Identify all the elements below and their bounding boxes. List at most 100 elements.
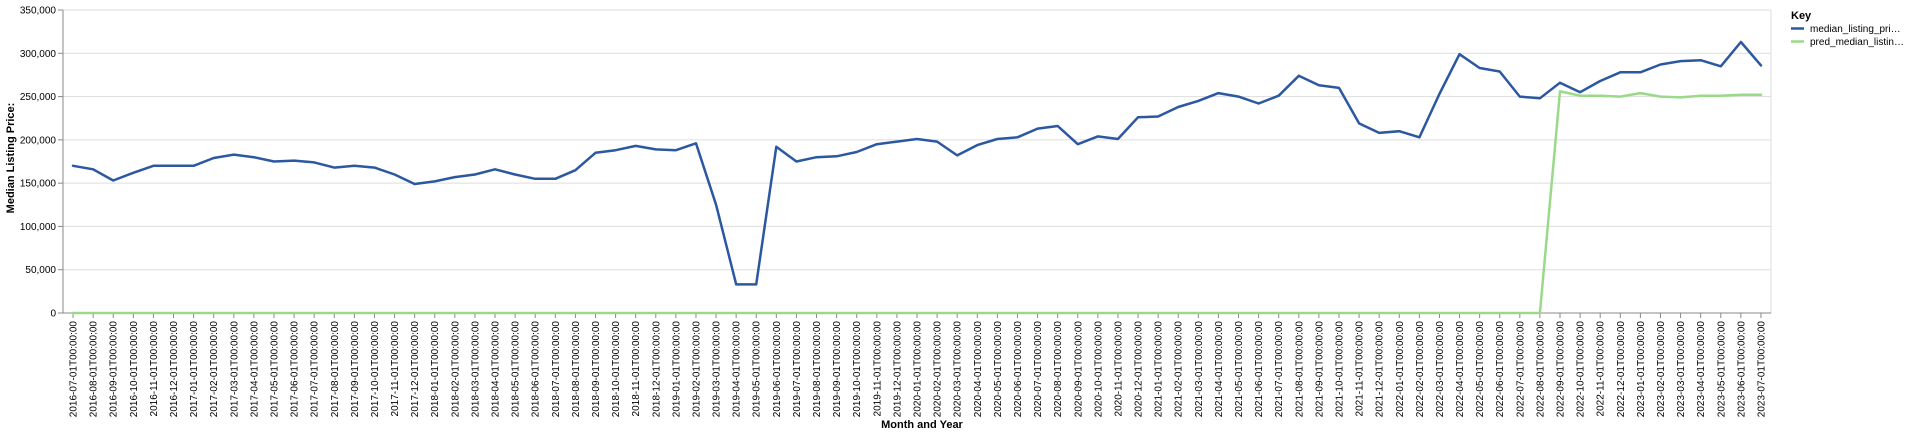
x-tick-label: 2018-04-01T00:00:00	[491, 321, 502, 418]
x-tick-label: 2017-05-01T00:00:00	[269, 321, 280, 418]
grid-lines	[63, 9, 1772, 314]
x-tick-label: 2022-02-01T00:00:00	[1415, 321, 1426, 418]
x-tick-label: 2022-08-01T00:00:00	[1535, 321, 1546, 418]
x-tick-label: 2023-01-01T00:00:00	[1636, 321, 1647, 418]
x-tick-label: 2020-11-01T00:00:00	[1113, 321, 1124, 417]
x-tick-label: 2019-12-01T00:00:00	[892, 321, 903, 418]
y-tick-label: 250,000	[20, 92, 57, 103]
x-tick-label: 2020-10-01T00:00:00	[1093, 321, 1104, 418]
x-tick-label: 2017-04-01T00:00:00	[249, 321, 260, 418]
x-tick-label: 2018-05-01T00:00:00	[511, 321, 522, 418]
x-tick-label: 2022-06-01T00:00:00	[1495, 321, 1506, 418]
x-tick-label: 2021-02-01T00:00:00	[1174, 321, 1185, 418]
x-tick-label: 2021-03-01T00:00:00	[1194, 321, 1205, 418]
x-tick-label: 2019-02-01T00:00:00	[691, 321, 702, 418]
x-tick-label: 2022-12-01T00:00:00	[1616, 321, 1627, 418]
x-tick-label: 2020-07-01T00:00:00	[1033, 321, 1044, 418]
x-tick-label: 2016-08-01T00:00:00	[89, 321, 100, 418]
x-tick-label: 2021-05-01T00:00:00	[1234, 321, 1245, 418]
x-tick-label: 2023-04-01T00:00:00	[1696, 321, 1707, 418]
legend-label: median_listing_pri…	[1810, 24, 1901, 35]
x-tick-label: 2016-12-01T00:00:00	[169, 321, 180, 418]
x-tick-label: 2019-11-01T00:00:00	[872, 321, 883, 417]
x-tick-label: 2019-10-01T00:00:00	[852, 321, 863, 418]
x-tick-label: 2021-12-01T00:00:00	[1375, 321, 1386, 418]
x-tick-label: 2019-07-01T00:00:00	[792, 321, 803, 418]
x-tick-label: 2017-03-01T00:00:00	[229, 321, 240, 418]
y-tick-label: 0	[50, 309, 56, 320]
x-tick-label: 2023-07-01T00:00:00	[1756, 321, 1767, 418]
x-tick-label: 2021-04-01T00:00:00	[1214, 321, 1225, 418]
x-tick-label: 2020-01-01T00:00:00	[913, 321, 924, 418]
x-tick-label: 2016-07-01T00:00:00	[69, 321, 80, 418]
x-tick-label: 2020-12-01T00:00:00	[1134, 321, 1145, 418]
x-tick-label: 2018-06-01T00:00:00	[531, 321, 542, 418]
x-tick-label: 2022-09-01T00:00:00	[1556, 321, 1567, 418]
x-tick-label: 2018-01-01T00:00:00	[430, 321, 441, 418]
legend-label: pred_median_listin…	[1810, 37, 1904, 48]
x-tick-label: 2018-10-01T00:00:00	[611, 321, 622, 418]
x-tick-label: 2019-06-01T00:00:00	[772, 321, 783, 418]
x-tick-label: 2017-07-01T00:00:00	[310, 321, 321, 418]
x-tick-label: 2018-07-01T00:00:00	[551, 321, 562, 418]
x-tick-label: 2020-05-01T00:00:00	[993, 321, 1004, 418]
x-tick-label: 2018-02-01T00:00:00	[450, 321, 461, 418]
x-tick-label: 2023-06-01T00:00:00	[1736, 321, 1747, 418]
x-tick-label: 2019-08-01T00:00:00	[812, 321, 823, 418]
x-tick-label: 2020-08-01T00:00:00	[1053, 321, 1064, 418]
x-tick-label: 2018-08-01T00:00:00	[571, 321, 582, 418]
x-tick-label: 2016-11-01T00:00:00	[149, 321, 160, 417]
x-tick-label: 2021-07-01T00:00:00	[1274, 321, 1285, 418]
y-axis-title: Median Listing Price:	[5, 103, 17, 214]
x-tick-label: 2022-10-01T00:00:00	[1576, 321, 1587, 418]
x-tick-label: 2017-10-01T00:00:00	[370, 321, 381, 418]
axes	[58, 9, 1771, 318]
x-tick-label: 2020-03-01T00:00:00	[953, 321, 964, 418]
x-tick-label: 2017-08-01T00:00:00	[330, 321, 341, 418]
x-tick-label: 2022-05-01T00:00:00	[1475, 321, 1486, 418]
series-lines	[71, 40, 1763, 315]
x-tick-label: 2021-11-01T00:00:00	[1355, 321, 1366, 417]
y-tick-label: 100,000	[20, 222, 57, 233]
x-tick-label: 2019-09-01T00:00:00	[832, 321, 843, 418]
x-tick-label: 2017-11-01T00:00:00	[390, 321, 401, 417]
x-tick-label: 2022-07-01T00:00:00	[1515, 321, 1526, 418]
x-tick-label: 2018-03-01T00:00:00	[470, 321, 481, 418]
x-tick-label: 2017-12-01T00:00:00	[410, 321, 421, 418]
x-tick-label: 2023-05-01T00:00:00	[1716, 321, 1727, 418]
series-line-2	[71, 90, 1763, 315]
y-tick-label: 200,000	[20, 135, 57, 146]
x-tick-label: 2019-04-01T00:00:00	[732, 321, 743, 418]
x-tick-label: 2021-06-01T00:00:00	[1254, 321, 1265, 418]
x-tick-label: 2022-04-01T00:00:00	[1455, 321, 1466, 418]
x-tick-label: 2020-02-01T00:00:00	[933, 321, 944, 418]
x-tick-label: 2021-09-01T00:00:00	[1314, 321, 1325, 418]
x-tick-label: 2017-06-01T00:00:00	[290, 321, 301, 418]
y-tick-label: 350,000	[20, 6, 57, 17]
x-tick-label: 2021-10-01T00:00:00	[1334, 321, 1345, 418]
x-tick-label: 2021-08-01T00:00:00	[1294, 321, 1305, 418]
x-tick-label: 2023-03-01T00:00:00	[1676, 321, 1687, 418]
x-tick-label: 2022-01-01T00:00:00	[1395, 321, 1406, 418]
x-tick-label: 2021-01-01T00:00:00	[1154, 321, 1165, 418]
y-tick-label: 150,000	[20, 179, 57, 190]
x-tick-label: 2018-11-01T00:00:00	[631, 321, 642, 417]
x-axis-title: Month and Year	[881, 419, 963, 431]
legend: Key median_listing_pri… pred_median_listi…	[1791, 10, 1904, 48]
x-tick-label: 2019-01-01T00:00:00	[671, 321, 682, 418]
x-tick-label: 2017-01-01T00:00:00	[189, 321, 200, 418]
x-tick-label: 2022-11-01T00:00:00	[1596, 321, 1607, 417]
x-tick-label: 2019-03-01T00:00:00	[712, 321, 723, 418]
y-tick-label: 50,000	[25, 265, 56, 276]
x-tick-label: 2018-09-01T00:00:00	[591, 321, 602, 418]
y-tick-labels: 0 50,000 100,000 150,000 200,000 250,000 300,0…	[20, 6, 57, 320]
x-tick-label: 2018-12-01T00:00:00	[651, 321, 662, 418]
x-tick-label: 2022-03-01T00:00:00	[1435, 321, 1446, 418]
legend-title: Key	[1791, 10, 1812, 22]
x-tick-label: 2020-06-01T00:00:00	[1013, 321, 1024, 418]
x-tick-label: 2019-05-01T00:00:00	[752, 321, 763, 418]
x-tick-label: 2016-09-01T00:00:00	[109, 321, 120, 418]
x-tick-label: 2023-02-01T00:00:00	[1656, 321, 1667, 418]
x-tick-label: 2017-02-01T00:00:00	[209, 321, 220, 418]
